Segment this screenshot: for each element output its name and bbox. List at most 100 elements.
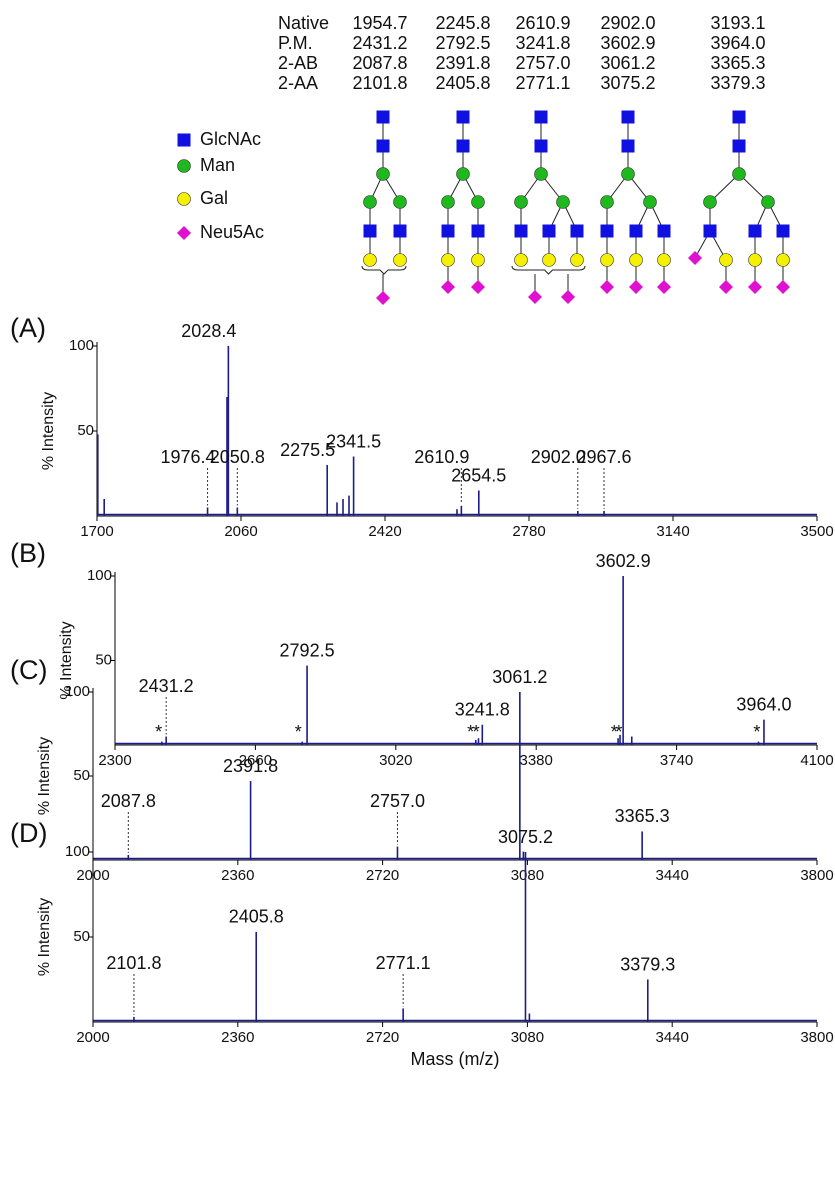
panel-label: (C) <box>10 655 47 685</box>
x-tick-label: 3020 <box>379 752 412 769</box>
legend-label: GlcNAc <box>200 129 261 149</box>
man <box>643 195 657 209</box>
x-tick-label: 2360 <box>221 1029 254 1046</box>
annotation: * <box>155 722 162 742</box>
peak-label: 2654.5 <box>451 465 506 485</box>
mass-value: 3602.9 <box>600 33 655 53</box>
legend-label: Gal <box>200 188 228 208</box>
annotation: * <box>295 722 302 742</box>
row-label: Native <box>278 13 329 33</box>
neu5ac <box>748 280 762 294</box>
x-tick-label: 2000 <box>76 1029 109 1046</box>
peak-label: 3379.3 <box>620 954 675 974</box>
mass-value: 2245.8 <box>435 13 490 33</box>
neu5ac <box>441 280 455 294</box>
y-tick-label: 50 <box>77 422 94 439</box>
glcnac <box>629 224 643 238</box>
x-tick-label: 3740 <box>660 752 693 769</box>
y-tick-label: 100 <box>87 567 112 584</box>
man <box>393 195 407 209</box>
x-tick-label: 3440 <box>656 867 689 884</box>
x-tick-label: 3380 <box>520 752 553 769</box>
man <box>703 195 717 209</box>
annotation: * <box>473 722 480 742</box>
glcnac <box>514 224 528 238</box>
glcnac <box>393 224 407 238</box>
gal <box>363 253 377 267</box>
peak-label: 2757.0 <box>370 791 425 811</box>
gal <box>514 253 528 267</box>
y-tick-label: 100 <box>65 843 90 860</box>
gal <box>471 253 485 267</box>
x-tick-label: 2060 <box>224 523 257 540</box>
y-tick-label: 50 <box>73 928 90 945</box>
x-tick-label: 3800 <box>800 1029 833 1046</box>
y-axis-title: % Intensity <box>36 737 53 815</box>
row-label: 2-AB <box>278 53 318 73</box>
y-tick-label: 50 <box>95 651 112 668</box>
legend-label: Man <box>200 155 235 175</box>
gal <box>393 253 407 267</box>
peak-label: 2028.4 <box>181 321 236 341</box>
peak-label: 2431.2 <box>139 676 194 696</box>
x-tick-label: 3800 <box>800 867 833 884</box>
man <box>376 167 390 181</box>
row-label: 2-AA <box>278 73 318 93</box>
glcnac <box>177 133 191 147</box>
neu5ac <box>657 280 671 294</box>
x-tick-label: 2360 <box>221 867 254 884</box>
panel-label: (D) <box>10 818 47 848</box>
gal <box>600 253 614 267</box>
gal <box>719 253 733 267</box>
glcnac <box>456 110 470 124</box>
gal <box>441 253 455 267</box>
gal <box>177 192 191 206</box>
mass-value: 2757.0 <box>515 53 570 73</box>
peak-label: 2771.1 <box>376 953 431 973</box>
glcnac <box>703 224 717 238</box>
neu5ac <box>776 280 790 294</box>
mass-value: 2101.8 <box>352 73 407 93</box>
glcnac <box>534 110 548 124</box>
glcnac <box>732 139 746 153</box>
brace <box>511 265 586 275</box>
peak-label: 3075.2 <box>498 827 553 847</box>
glcnac <box>542 224 556 238</box>
annotation: * <box>467 722 474 742</box>
man <box>441 195 455 209</box>
gal <box>748 253 762 267</box>
panel-label: (B) <box>10 538 46 568</box>
x-tick-label: 3140 <box>656 523 689 540</box>
peak-label: 3602.9 <box>596 551 651 571</box>
man <box>177 159 191 173</box>
peak-label: 2902.0 <box>531 447 586 467</box>
glcnac <box>376 139 390 153</box>
mass-value: 2902.0 <box>600 13 655 33</box>
y-axis-title: % Intensity <box>40 392 57 470</box>
annotation: * <box>615 722 622 742</box>
peak-label: 3241.8 <box>455 699 510 719</box>
row-label: P.M. <box>278 33 313 53</box>
neu5ac <box>629 280 643 294</box>
x-tick-label: 1700 <box>80 523 113 540</box>
y-axis-title: % Intensity <box>36 898 53 976</box>
man <box>363 195 377 209</box>
mass-value: 3241.8 <box>515 33 570 53</box>
peak-label: 2405.8 <box>229 907 284 927</box>
mass-value: 3061.2 <box>600 53 655 73</box>
x-tick-label: 2660 <box>239 752 272 769</box>
x-tick-label: 2300 <box>98 752 131 769</box>
panel-label: (A) <box>10 313 46 343</box>
glcnac <box>534 139 548 153</box>
gal <box>657 253 671 267</box>
neu5ac <box>688 251 702 265</box>
x-tick-label: 4100 <box>800 752 833 769</box>
peak-label: 2610.9 <box>414 447 469 467</box>
y-tick-label: 50 <box>73 767 90 784</box>
neu5ac <box>719 280 733 294</box>
mass-value: 2771.1 <box>515 73 570 93</box>
man <box>556 195 570 209</box>
man <box>471 195 485 209</box>
man <box>600 195 614 209</box>
